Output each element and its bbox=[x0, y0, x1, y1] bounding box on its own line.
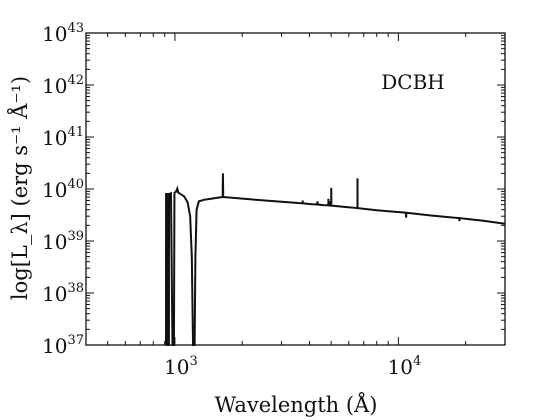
x-tick-label: 103 bbox=[164, 354, 198, 379]
y-tick-label: 1042 bbox=[42, 73, 84, 98]
x-tick-label: 104 bbox=[388, 354, 422, 379]
y-tick-label: 1038 bbox=[42, 281, 84, 306]
y-tick-labels: 1037 1038 1039 1040 1041 1042 1043 bbox=[42, 21, 84, 358]
annotation-label: DCBH bbox=[381, 70, 444, 94]
y-tick-label: 1039 bbox=[42, 229, 84, 254]
y-tick-label: 1037 bbox=[42, 333, 84, 358]
y-tick-label: 1043 bbox=[42, 21, 84, 46]
axis-ticks bbox=[85, 32, 506, 346]
x-tick-labels: 103 104 bbox=[164, 354, 421, 379]
x-axis-title: Wavelength (Å) bbox=[215, 392, 378, 417]
y-tick-label: 1040 bbox=[42, 177, 84, 202]
y-tick-label: 1041 bbox=[42, 125, 84, 150]
y-axis-title: log[L_λ] (erg s⁻¹ Å⁻¹) bbox=[7, 76, 32, 300]
spectrum-line bbox=[164, 173, 506, 346]
